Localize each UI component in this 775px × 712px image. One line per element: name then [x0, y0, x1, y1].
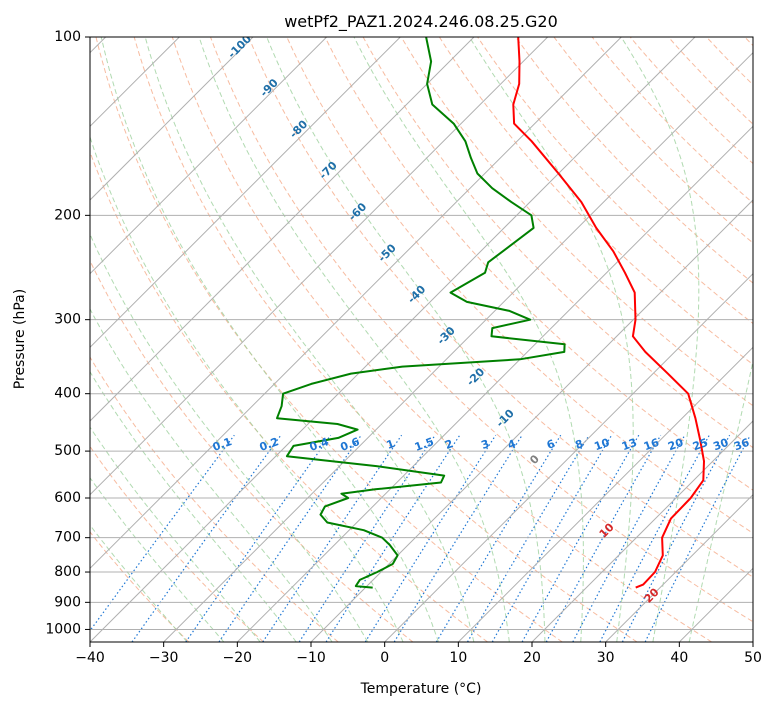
- y-tick-label: 100: [54, 29, 81, 45]
- y-tick-label: 600: [54, 490, 81, 506]
- y-tick-label: 700: [54, 530, 81, 546]
- x-tick-label: −10: [296, 650, 326, 666]
- x-tick-label: 10: [449, 650, 467, 666]
- x-axis-label: Temperature (°C): [360, 681, 482, 697]
- x-tick-label: 20: [523, 650, 541, 666]
- x-tick-label: 50: [744, 650, 762, 666]
- x-tick-label: 0: [380, 650, 389, 666]
- y-tick-label: 200: [54, 207, 81, 223]
- y-tick-label: 500: [54, 443, 81, 459]
- x-tick-label: −20: [223, 650, 253, 666]
- y-tick-label: 300: [54, 312, 81, 328]
- y-tick-label: 1000: [45, 621, 81, 637]
- y-tick-label: 400: [54, 386, 81, 402]
- x-tick-label: 40: [670, 650, 688, 666]
- y-tick-label: 800: [54, 564, 81, 580]
- x-tick-label: −40: [75, 650, 105, 666]
- y-axis-label: Pressure (hPa): [12, 289, 28, 389]
- x-tick-label: 30: [597, 650, 615, 666]
- x-tick-label: −30: [149, 650, 179, 666]
- y-tick-label: 900: [54, 594, 81, 610]
- chart-title: wetPf2_PAZ1.2024.246.08.25.G20: [284, 12, 558, 32]
